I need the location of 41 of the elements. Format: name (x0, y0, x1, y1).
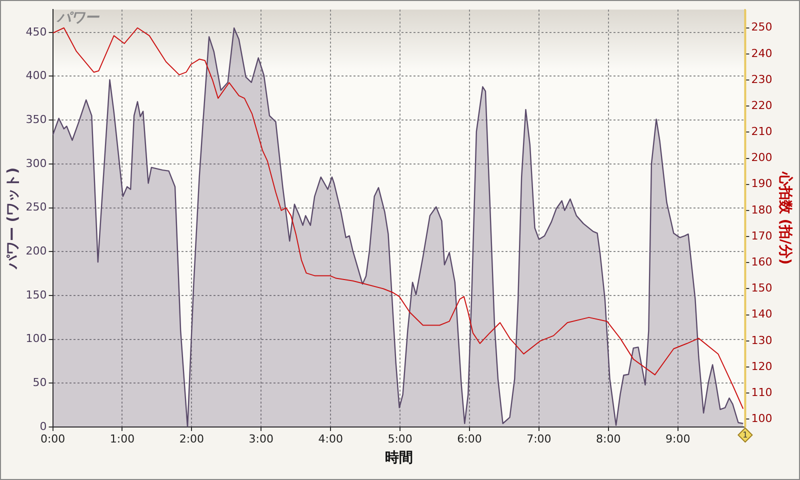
y2-tick-label: 230 (751, 72, 772, 86)
y2-tick-label: 100 (751, 412, 772, 426)
y-tick-label: 350 (26, 112, 47, 126)
y2-tick-label: 210 (751, 125, 772, 138)
y2-tick-label: 180 (751, 203, 772, 216)
y2-tick-label: 220 (751, 98, 772, 112)
x-tick-label: 3:00 (248, 432, 274, 446)
y2-tick-label: 120 (751, 360, 772, 373)
y2-tick-label: 160 (751, 256, 772, 269)
y2-tick-label: 140 (751, 308, 772, 321)
y2-axis-title: 心拍数 (拍/分) (776, 170, 794, 265)
x-tick-label: 8:00 (596, 432, 621, 446)
x-tick-label: 7:00 (526, 432, 552, 446)
chart-title: パワー (56, 10, 100, 26)
y2-tick-label: 240 (751, 46, 772, 60)
x-tick-label: 5:00 (388, 432, 412, 446)
y-tick-label: 0 (40, 420, 47, 433)
x-tick-label: 9:00 (665, 432, 690, 446)
y-tick-label: 400 (26, 69, 47, 82)
x-tick-label: 4:00 (318, 432, 343, 446)
y-tick-label: 100 (26, 332, 47, 346)
y-tick-label: 300 (26, 156, 47, 170)
y-tick-label: 450 (26, 25, 47, 38)
y2-tick-label: 250 (751, 20, 772, 34)
y2-tick-label: 170 (751, 229, 772, 242)
y2-tick-label: 200 (751, 151, 772, 164)
y-tick-label: 150 (26, 288, 47, 302)
y2-tick-label: 130 (751, 334, 772, 347)
y-tick-label: 200 (26, 244, 47, 258)
x-tick-label: 0:00 (40, 432, 66, 446)
y-tick-label: 250 (26, 200, 47, 214)
x-tick-label: 1:00 (110, 432, 135, 446)
y2-tick-label: 150 (751, 282, 772, 295)
y2-tick-label: 190 (751, 177, 772, 190)
y-axis-title: パワー (ワット) (5, 167, 22, 270)
x-tick-label: 6:00 (457, 432, 482, 446)
y-tick-label: 50 (32, 376, 47, 390)
annotation: 1 (742, 430, 748, 440)
y2-tick-label: 110 (751, 386, 772, 399)
x-axis-title: 時間 (385, 450, 413, 466)
x-tick-label: 2:00 (179, 432, 204, 446)
